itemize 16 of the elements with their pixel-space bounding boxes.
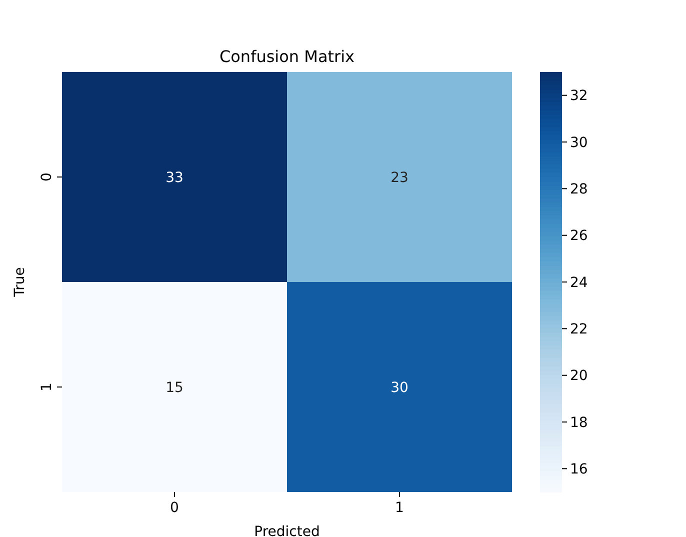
- color-bar-label: 32: [570, 88, 588, 104]
- color-bar-label: 18: [570, 414, 588, 431]
- data-label: 23: [390, 170, 408, 186]
- color-bar-label: 24: [570, 274, 588, 291]
- color-bar-label: 20: [570, 368, 588, 384]
- data-label: 30: [390, 380, 408, 396]
- color-bar-label: 30: [570, 134, 588, 151]
- color-bar-label: 26: [570, 228, 588, 244]
- x-axis-title: Predicted: [254, 524, 320, 537]
- color-bar-label: 16: [570, 462, 588, 478]
- data-label: 33: [166, 170, 184, 186]
- chart-title: Confusion Matrix: [219, 47, 355, 66]
- color-bar-label: 28: [570, 182, 588, 198]
- y-axis-title: True: [12, 267, 28, 298]
- color-bar-label: 22: [570, 322, 588, 338]
- data-label: 15: [166, 380, 184, 396]
